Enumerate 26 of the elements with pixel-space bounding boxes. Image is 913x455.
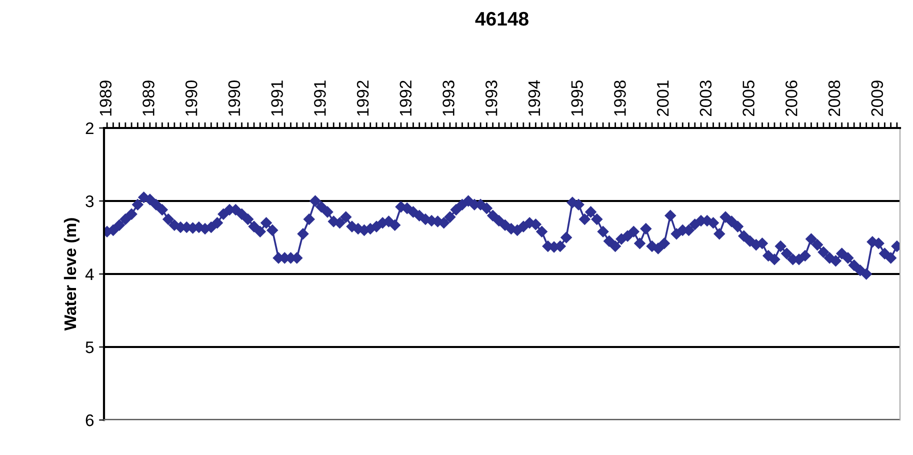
x-tick-label: 1993 [485, 80, 498, 116]
x-tick-label: 1995 [571, 80, 584, 116]
y-tick-label: 2 [86, 122, 94, 134]
x-tick-label: 2005 [742, 80, 754, 116]
y-tick-label: 3 [86, 195, 94, 208]
x-tick-label: 2008 [828, 80, 840, 116]
x-tick-label: 2003 [700, 80, 712, 116]
y-tick-label: 6 [86, 414, 94, 426]
x-tick-label: 1998 [614, 80, 626, 116]
x-tick-label: 1992 [356, 80, 369, 116]
x-tick-label: 1990 [228, 80, 240, 116]
x-tick-label: 2006 [786, 80, 798, 116]
x-tick-label: 1993 [442, 80, 454, 116]
y-axis-title: Water leve (m) [64, 218, 80, 331]
x-tick-label: 1994 [528, 80, 540, 116]
x-tick-label: 2009 [871, 80, 884, 116]
x-tick-label: 1989 [100, 80, 112, 116]
x-tick-label: 1991 [271, 80, 283, 116]
x-tick-label: 1990 [185, 80, 198, 116]
y-tick-label: 4 [85, 268, 94, 280]
x-tick-label: 1991 [314, 80, 326, 116]
x-tick-label: 2001 [656, 80, 669, 116]
y-tick-label: 5 [86, 342, 94, 354]
chart-title: 46148 [475, 12, 528, 26]
x-tick-label: 1992 [400, 80, 412, 116]
x-tick-label: 1989 [142, 80, 154, 116]
